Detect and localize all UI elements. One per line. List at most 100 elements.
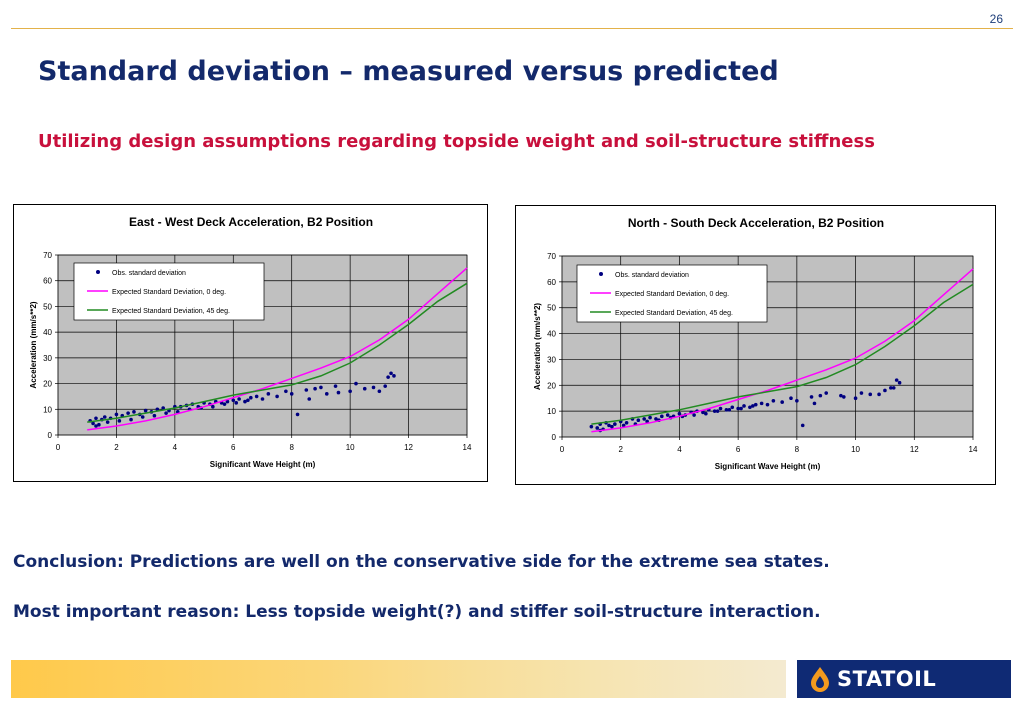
x-tick-label: 14 — [463, 443, 472, 452]
obs-point — [759, 401, 764, 406]
obs-point — [377, 389, 382, 394]
obs-point — [289, 392, 294, 396]
obs-point — [225, 399, 230, 404]
obs-point — [800, 423, 805, 428]
obs-point — [392, 374, 396, 378]
x-tick-label: 2 — [618, 445, 623, 454]
obs-point — [724, 408, 729, 412]
obs-point — [795, 399, 799, 403]
y-tick-label: 60 — [547, 278, 556, 287]
obs-point — [780, 400, 784, 404]
legend-entry: Obs. standard deviation — [615, 272, 689, 279]
pred-45deg-line — [591, 283, 974, 425]
y-tick-label: 30 — [547, 355, 556, 364]
obs-point — [748, 405, 752, 410]
obs-point — [812, 401, 817, 406]
obs-point — [246, 398, 250, 403]
obs-point — [894, 378, 899, 382]
obs-point — [742, 404, 746, 408]
obs-point — [677, 411, 682, 416]
obs-point — [354, 381, 358, 386]
obs-point — [243, 399, 247, 404]
obs-point — [654, 417, 658, 421]
y-tick-label: 20 — [547, 381, 556, 390]
x-tick-label: 14 — [969, 445, 978, 454]
obs-point — [824, 391, 829, 395]
legend-entry: Expected Standard Deviation, 0 deg. — [112, 289, 226, 296]
y-tick-label: 50 — [547, 304, 556, 313]
obs-point — [751, 404, 755, 408]
obs-point — [660, 414, 664, 419]
obs-point — [736, 406, 740, 411]
obs-point — [313, 386, 317, 391]
obs-point — [610, 424, 614, 429]
pred-0deg-line — [87, 267, 468, 431]
obs-point — [94, 416, 98, 421]
obs-point — [818, 393, 823, 398]
y-tick-label: 0 — [48, 431, 53, 440]
obs-point — [237, 397, 241, 401]
obs-point — [701, 410, 705, 415]
x-tick-label: 6 — [231, 443, 236, 452]
obs-point — [102, 415, 107, 419]
x-tick-label: 0 — [56, 443, 61, 452]
obs-point — [234, 401, 239, 405]
obs-point — [712, 409, 717, 413]
obs-point — [231, 398, 236, 403]
x-tick-label: 6 — [736, 445, 741, 454]
obs-point — [362, 386, 367, 391]
pred-0deg-line — [591, 268, 974, 433]
y-tick-label: 10 — [43, 405, 52, 414]
chart-east-west-svg: East - West Deck Acceleration, B2 Positi… — [29, 215, 472, 469]
obs-point — [164, 411, 168, 415]
obs-point — [877, 392, 881, 397]
obs-point — [771, 399, 776, 403]
obs-point — [595, 426, 600, 430]
obs-point — [105, 420, 110, 424]
logo-text: STATOIL — [837, 667, 937, 691]
obs-point — [809, 395, 814, 399]
obs-point — [97, 422, 101, 427]
obs-point — [295, 412, 300, 417]
y-axis-label: Acceleration (mm/s**2) — [533, 303, 542, 390]
obs-point — [853, 396, 858, 401]
obs-point — [117, 419, 122, 423]
obs-point — [319, 385, 323, 390]
chart-legend: Obs. standard deviation Expected Standard… — [576, 264, 768, 323]
slide-title: Standard deviation – measured versus pre… — [38, 56, 779, 87]
flame-drop-icon — [811, 667, 829, 692]
obs-point — [891, 386, 896, 390]
obs-point — [648, 415, 652, 420]
y-tick-label: 20 — [43, 380, 52, 389]
obs-point — [307, 397, 312, 401]
footer-band — [11, 660, 786, 698]
obs-point — [842, 395, 846, 399]
legend-marker-obs — [599, 272, 603, 276]
obs-point — [161, 406, 165, 410]
reason-text: Most important reason: Less topside weig… — [13, 602, 821, 622]
y-tick-label: 0 — [552, 433, 557, 442]
obs-point — [140, 415, 145, 419]
obs-point — [607, 423, 611, 428]
obs-point — [333, 384, 338, 388]
legend-entry: Obs. standard deviation — [112, 270, 186, 277]
obs-point — [589, 424, 594, 429]
obs-point — [727, 408, 732, 412]
obs-point — [275, 394, 279, 399]
x-tick-label: 10 — [851, 445, 860, 454]
y-tick-label: 40 — [43, 328, 52, 337]
chart-north-south: North - South Deck Acceleration, B2 Posi… — [515, 205, 996, 485]
obs-point — [260, 397, 265, 401]
obs-point — [624, 420, 629, 425]
obs-point — [692, 413, 696, 417]
legend-entry: Expected Standard Deviation, 45 deg. — [615, 310, 733, 317]
page-number: 26 — [989, 12, 1003, 26]
obs-point — [389, 371, 393, 376]
x-tick-label: 0 — [560, 445, 565, 454]
obs-point — [868, 392, 873, 397]
header-rule — [11, 28, 1013, 29]
x-tick-label: 8 — [289, 443, 294, 452]
x-tick-label: 12 — [404, 443, 413, 452]
obs-point — [613, 422, 617, 426]
obs-point — [636, 418, 641, 422]
